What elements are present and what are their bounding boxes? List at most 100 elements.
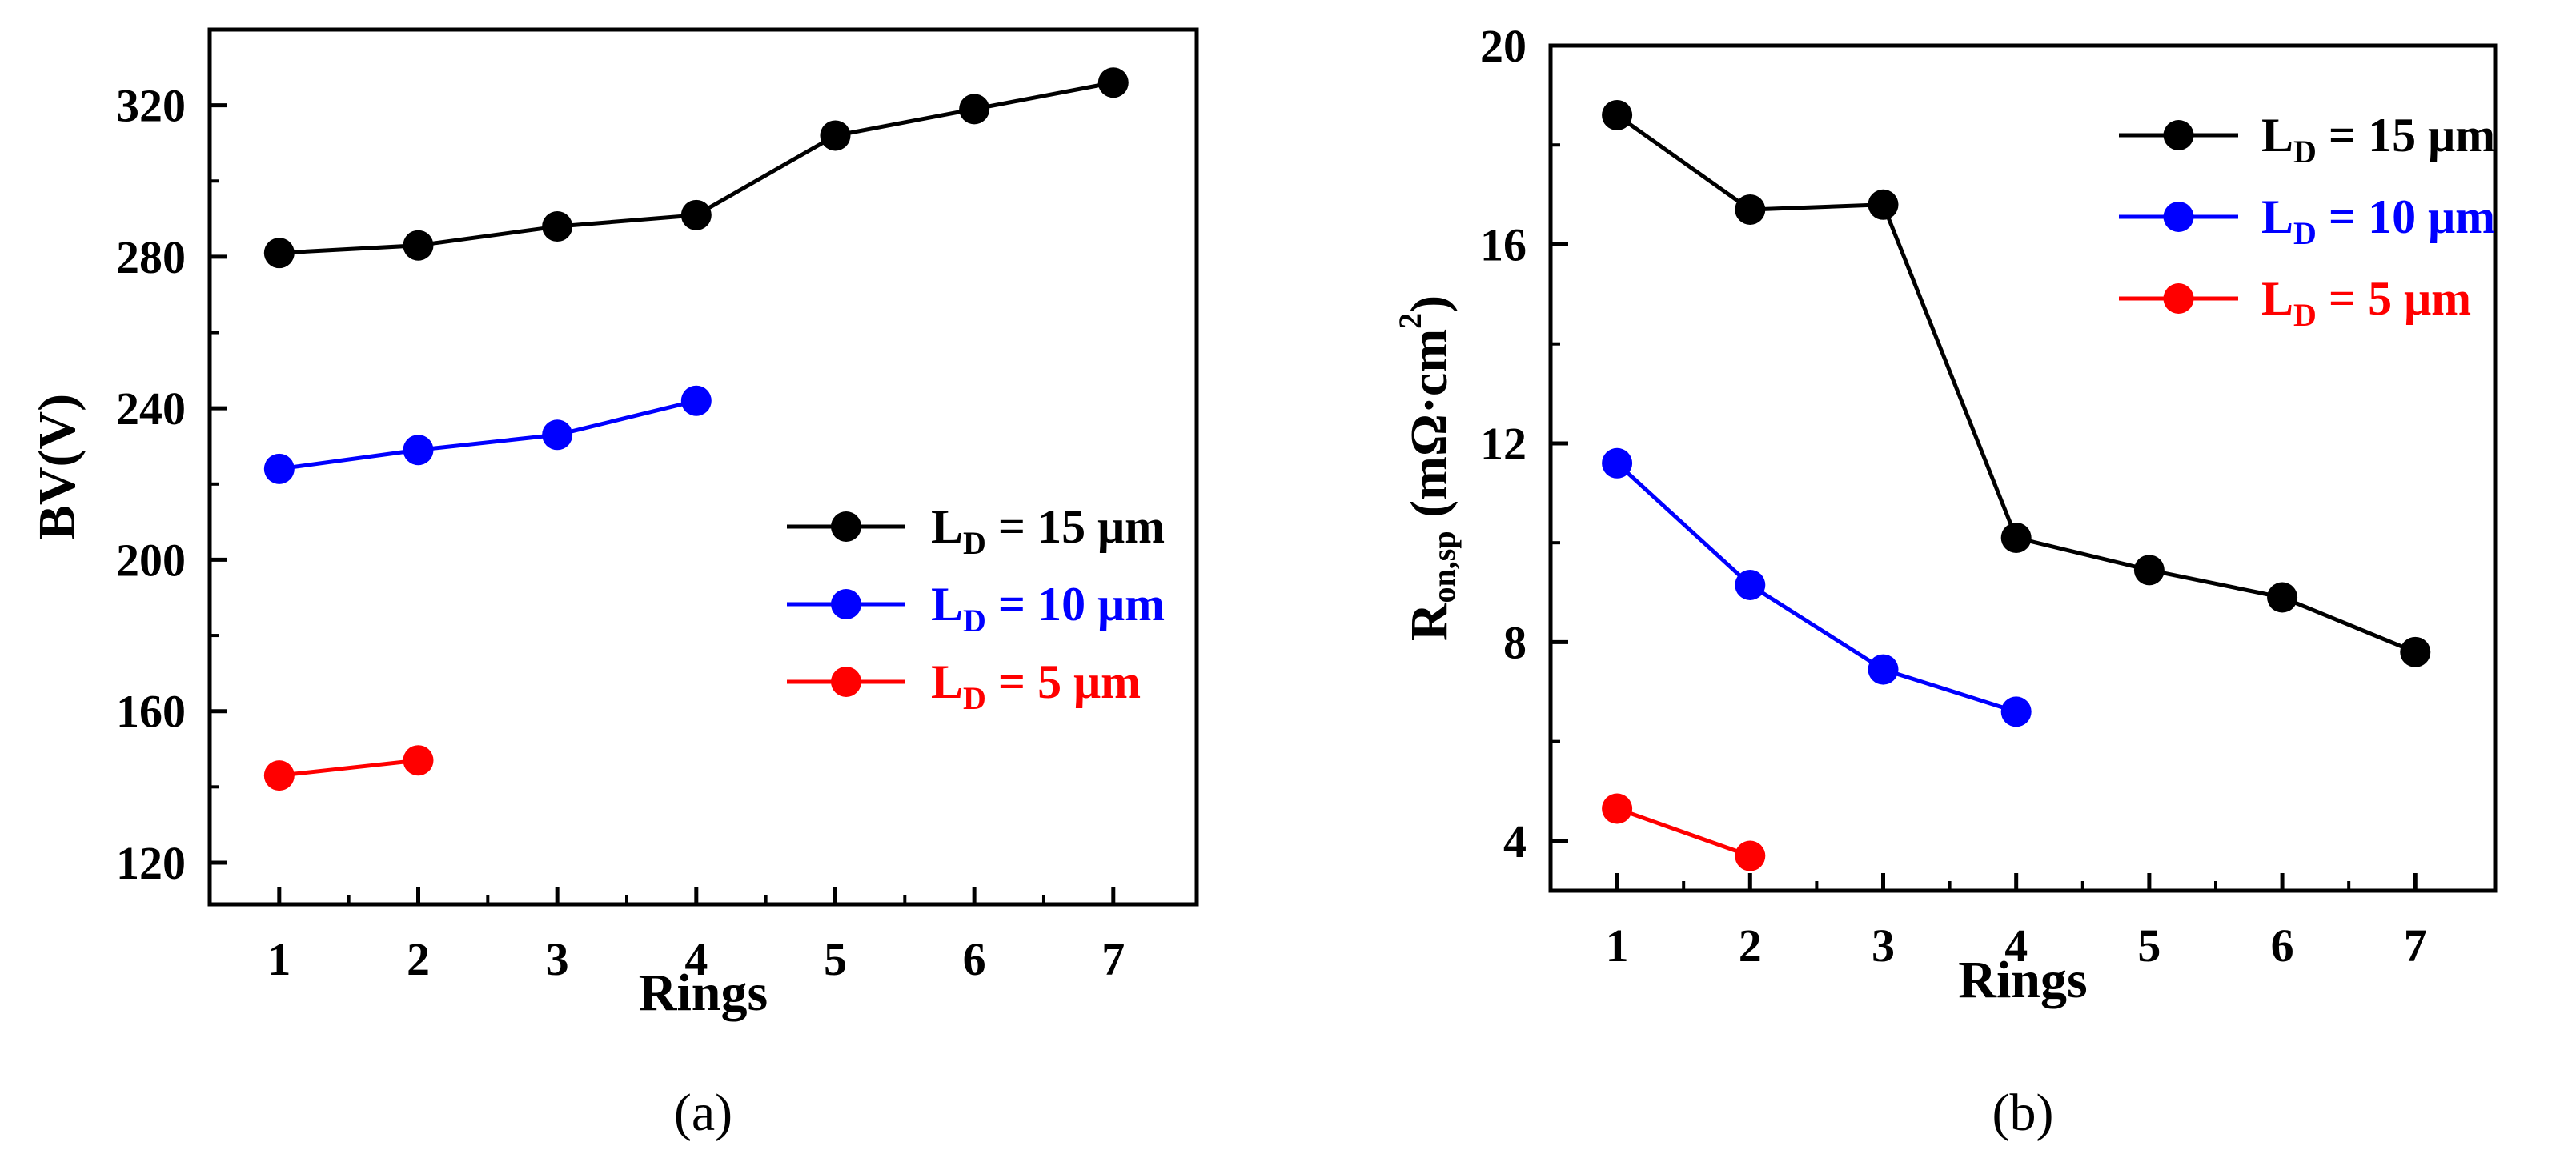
data-point-ld-15 bbox=[403, 230, 434, 261]
y-tick-label: 160 bbox=[116, 686, 186, 738]
data-point-ld-15 bbox=[959, 94, 990, 125]
y-title-symbol: R bbox=[1400, 602, 1459, 641]
y-tick-label: 280 bbox=[116, 231, 186, 283]
legend-value: = 5 μm bbox=[2317, 272, 2471, 325]
x-tick-label: 6 bbox=[2271, 920, 2294, 972]
data-point-ld-10 bbox=[1735, 569, 1766, 600]
y-tick-label: 200 bbox=[116, 534, 186, 586]
legend-symbol: L bbox=[2261, 272, 2293, 325]
data-point-ld-15 bbox=[2267, 582, 2298, 613]
y-title-close: ) bbox=[1400, 295, 1459, 313]
data-point-ld-15 bbox=[542, 211, 573, 242]
legend-value: = 10 μm bbox=[2317, 190, 2495, 243]
y-axis-title: BV(V) bbox=[28, 394, 86, 540]
legend-symbol: L bbox=[931, 578, 963, 631]
legend-symbol: L bbox=[931, 655, 963, 708]
x-tick-label: 3 bbox=[1872, 920, 1895, 972]
legend-label-ld-10: LD = 10 μm bbox=[931, 578, 1165, 639]
data-point-ld-5 bbox=[1735, 840, 1766, 871]
data-point-ld-5 bbox=[263, 760, 295, 791]
legend-label-ld-5: LD = 5 μm bbox=[931, 655, 1141, 716]
x-tick-label: 7 bbox=[1101, 933, 1125, 985]
y-tick-label: 16 bbox=[1480, 218, 1527, 270]
legend-symbol: L bbox=[2261, 190, 2293, 243]
legend-subscript: D bbox=[963, 525, 986, 561]
data-point-ld-5 bbox=[403, 745, 434, 776]
panel-caption: (a) bbox=[674, 1084, 732, 1142]
x-tick-label: 7 bbox=[2404, 920, 2427, 972]
data-point-ld-10 bbox=[1868, 654, 1899, 685]
data-point-ld-15 bbox=[263, 238, 295, 269]
x-tick-label: 5 bbox=[2137, 920, 2161, 972]
data-point-ld-5 bbox=[1602, 793, 1633, 824]
data-point-ld-10 bbox=[2000, 696, 2032, 727]
legend-value: = 10 μm bbox=[986, 578, 1165, 631]
x-tick-label: 4 bbox=[2004, 920, 2028, 972]
legend-marker-ld-15 bbox=[2163, 120, 2194, 150]
x-tick-label: 3 bbox=[546, 933, 569, 985]
data-point-ld-10 bbox=[680, 385, 712, 416]
plot-frame bbox=[207, 27, 1199, 907]
legend-subscript: D bbox=[2293, 134, 2317, 170]
y-tick-label: 12 bbox=[1480, 418, 1527, 470]
y-axis-title: Ron,sp (mΩ·cm2) bbox=[1392, 295, 1462, 641]
legend-symbol: L bbox=[2261, 109, 2293, 162]
y-tick-label: 240 bbox=[116, 383, 186, 435]
data-point-ld-10 bbox=[263, 453, 295, 484]
x-tick-label: 5 bbox=[824, 933, 847, 985]
y-tick-label: 4 bbox=[1503, 815, 1527, 867]
legend-subscript: D bbox=[963, 603, 986, 639]
legend-symbol: L bbox=[931, 500, 963, 553]
data-point-ld-15 bbox=[1868, 189, 1899, 220]
x-tick-label: 2 bbox=[1739, 920, 1762, 972]
x-axis-title: Rings bbox=[1958, 951, 2087, 1009]
legend-marker-ld-10 bbox=[2163, 202, 2194, 232]
x-tick-label: 6 bbox=[963, 933, 986, 985]
plot-frame bbox=[1548, 43, 2498, 893]
series-line-ld-5 bbox=[279, 758, 419, 778]
legend-label-ld-5: LD = 5 μm bbox=[2261, 272, 2471, 333]
legend-value: = 5 μm bbox=[986, 655, 1141, 708]
series-line-ld-5 bbox=[1616, 807, 1751, 858]
legend-label-ld-10: LD = 10 μm bbox=[2261, 190, 2495, 251]
y-title-superscript: 2 bbox=[1392, 313, 1428, 329]
legend-subscript: D bbox=[2293, 297, 2317, 333]
y-tick-label: 120 bbox=[116, 837, 186, 889]
data-point-ld-10 bbox=[542, 419, 573, 451]
data-point-ld-15 bbox=[1735, 194, 1766, 225]
legend-subscript: D bbox=[2293, 215, 2317, 251]
y-title-subscript: on,sp bbox=[1426, 531, 1462, 603]
legend-marker-ld-5 bbox=[831, 667, 861, 697]
x-tick-label: 1 bbox=[267, 933, 291, 985]
x-axis-title: Rings bbox=[639, 964, 768, 1022]
legend-value: = 15 μm bbox=[986, 500, 1165, 553]
data-point-ld-15 bbox=[2000, 522, 2032, 553]
data-point-ld-15 bbox=[1602, 99, 1633, 130]
y-tick-label: 8 bbox=[1503, 616, 1527, 668]
y-tick-label: 20 bbox=[1480, 20, 1527, 72]
legend-marker-ld-5 bbox=[2163, 283, 2194, 314]
x-tick-label: 1 bbox=[1606, 920, 1629, 972]
data-point-ld-15 bbox=[2400, 636, 2431, 667]
legend-marker-ld-10 bbox=[831, 589, 861, 619]
y-tick-label: 320 bbox=[116, 80, 186, 132]
x-tick-label: 2 bbox=[407, 933, 430, 985]
panel-caption: (b) bbox=[1992, 1084, 2054, 1142]
data-point-ld-10 bbox=[1602, 447, 1633, 479]
x-tick-label: 4 bbox=[684, 933, 708, 985]
series-line-ld-10 bbox=[279, 399, 697, 471]
legend-label-ld-15: LD = 15 μm bbox=[2261, 109, 2495, 170]
data-point-ld-15 bbox=[680, 199, 712, 230]
data-point-ld-15 bbox=[820, 120, 851, 151]
data-point-ld-15 bbox=[2133, 555, 2165, 586]
y-title-units: (mΩ·cm bbox=[1400, 329, 1459, 531]
data-point-ld-10 bbox=[403, 435, 434, 466]
legend-label-ld-15: LD = 15 μm bbox=[931, 500, 1165, 561]
legend-marker-ld-15 bbox=[831, 511, 861, 542]
data-point-ld-15 bbox=[1097, 67, 1129, 98]
legend-subscript: D bbox=[963, 680, 986, 716]
legend-value: = 15 μm bbox=[2317, 109, 2495, 162]
